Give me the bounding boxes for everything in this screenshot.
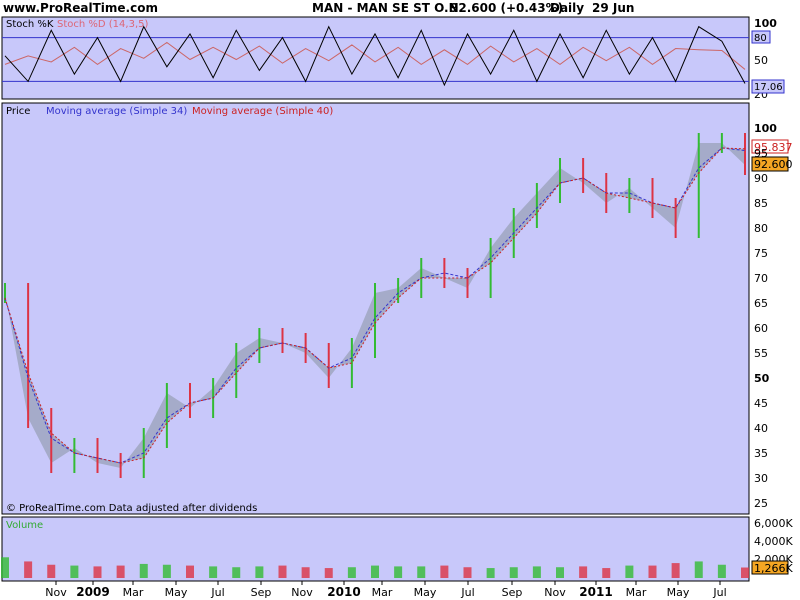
volume-bar	[440, 565, 449, 578]
volume-bar	[556, 567, 564, 578]
volume-bar	[648, 565, 657, 578]
price-tick-90: 90	[754, 172, 768, 185]
site-label[interactable]: www.ProRealTime.com	[3, 1, 158, 15]
volume-bar	[371, 565, 379, 578]
volume-tick-4000: 4,000K	[754, 535, 793, 548]
price-tick-75: 75	[754, 247, 768, 260]
volume-bar	[394, 566, 403, 578]
volume-bar	[463, 567, 472, 578]
price-last-ma-box: 95.837	[751, 139, 793, 154]
price-tick-65: 65	[754, 297, 768, 310]
stoch-panel	[1, 16, 750, 100]
ma40-line	[4, 147, 746, 464]
stoch-last-box: 17.06	[751, 79, 785, 94]
volume-bar	[139, 563, 148, 578]
ma34-label: Moving average (Simple 34)	[46, 106, 187, 117]
stoch-tick-100: 100	[754, 17, 777, 30]
price-tick-85: 85	[754, 197, 768, 210]
x-tick-label: Nov	[544, 586, 566, 599]
stoch-k-line	[4, 25, 746, 87]
price-tick-55: 55	[754, 347, 768, 360]
volume-last-box: 1,266K	[751, 560, 793, 575]
x-tick-label: Jul	[210, 586, 224, 599]
price-last-ma-value: 95.837	[754, 141, 793, 154]
volume-bar	[301, 567, 310, 578]
volume-bar	[232, 567, 241, 578]
price-tick-50: 50	[754, 372, 770, 385]
price-tick-40: 40	[754, 422, 768, 435]
volume-bar	[625, 565, 634, 578]
volume-label: Volume	[6, 520, 43, 531]
x-tick-label: Nov	[45, 586, 67, 599]
last-change-label: 92.600 (+0.43%)	[450, 1, 563, 15]
price-tick-80: 80	[754, 222, 768, 235]
x-tick-label: May	[165, 586, 188, 599]
volume-panel	[1, 516, 750, 582]
x-tick-label: Sep	[251, 586, 272, 599]
x-tick-label: Jul	[712, 586, 726, 599]
volume-bar	[509, 567, 518, 578]
volume-bar	[24, 561, 33, 578]
price-tick-25: 25	[754, 497, 768, 510]
stoch-last-value: 17.06	[754, 82, 783, 93]
volume-bar	[741, 567, 749, 578]
price-tick-35: 35	[754, 447, 768, 460]
volume-bar	[70, 565, 79, 578]
price-tick-95: 95	[754, 147, 768, 160]
x-tick-label: Mar	[626, 586, 647, 599]
x-tick-label: Nov	[291, 586, 313, 599]
price-tick-100: 100	[754, 122, 777, 135]
volume-bar	[694, 561, 703, 578]
stoch-d-label: Stoch %D (14,3,5)	[57, 19, 148, 30]
volume-bar	[93, 566, 102, 578]
volume-bar	[602, 568, 611, 578]
volume-bar	[278, 565, 287, 578]
volume-bar	[1, 557, 9, 578]
volume-bar	[162, 564, 171, 578]
volume-bar	[116, 565, 125, 578]
volume-bar	[209, 566, 218, 578]
x-tick-label: Mar	[372, 586, 393, 599]
instrument-label: MAN - MAN SE ST O.N.	[312, 1, 463, 15]
x-tick-label: Jul	[460, 586, 474, 599]
price-label: Price	[6, 106, 30, 117]
volume-bar	[186, 565, 194, 578]
stoch-tick-50: 50	[754, 54, 768, 67]
x-tick-label: May	[414, 586, 437, 599]
price-last-value: 92.600	[754, 158, 793, 171]
stoch-d-line	[4, 41, 746, 70]
x-tick-label: 2010	[327, 585, 360, 599]
date-label: 29 Jun	[592, 1, 634, 15]
stoch-band-high-box: 80	[751, 30, 771, 44]
volume-bar	[324, 568, 333, 578]
x-tick-label: Mar	[123, 586, 144, 599]
stoch-k-label: Stoch %K	[6, 19, 54, 30]
stoch-band-high-value: 80	[754, 33, 767, 44]
period-label: Daily	[550, 1, 584, 15]
price-tick-45: 45	[754, 397, 768, 410]
price-last-box: 92.600	[751, 156, 793, 172]
volume-bar	[717, 564, 726, 578]
volume-bar	[255, 566, 264, 578]
x-tick-label: 2009	[76, 585, 109, 599]
ma40-label: Moving average (Simple 40)	[192, 106, 333, 117]
price-tick-30: 30	[754, 472, 768, 485]
volume-bar	[47, 564, 56, 578]
volume-last-value: 1,266K	[754, 562, 793, 575]
volume-bar	[532, 566, 541, 578]
volume-bar	[347, 567, 356, 578]
price-tick-70: 70	[754, 272, 768, 285]
volume-tick-6000: 6,000K	[754, 517, 793, 530]
x-tick-label: 2011	[579, 585, 612, 599]
price-tick-60: 60	[754, 322, 768, 335]
volume-bar	[579, 566, 588, 578]
volume-bar	[417, 566, 426, 578]
x-tick-label: May	[667, 586, 690, 599]
volume-bar	[486, 568, 495, 578]
ma34-line	[4, 147, 746, 464]
price-footer: © ProRealTime.com Data adjusted after di…	[6, 503, 257, 514]
x-tick-label: Sep	[502, 586, 523, 599]
volume-bar	[671, 563, 680, 578]
